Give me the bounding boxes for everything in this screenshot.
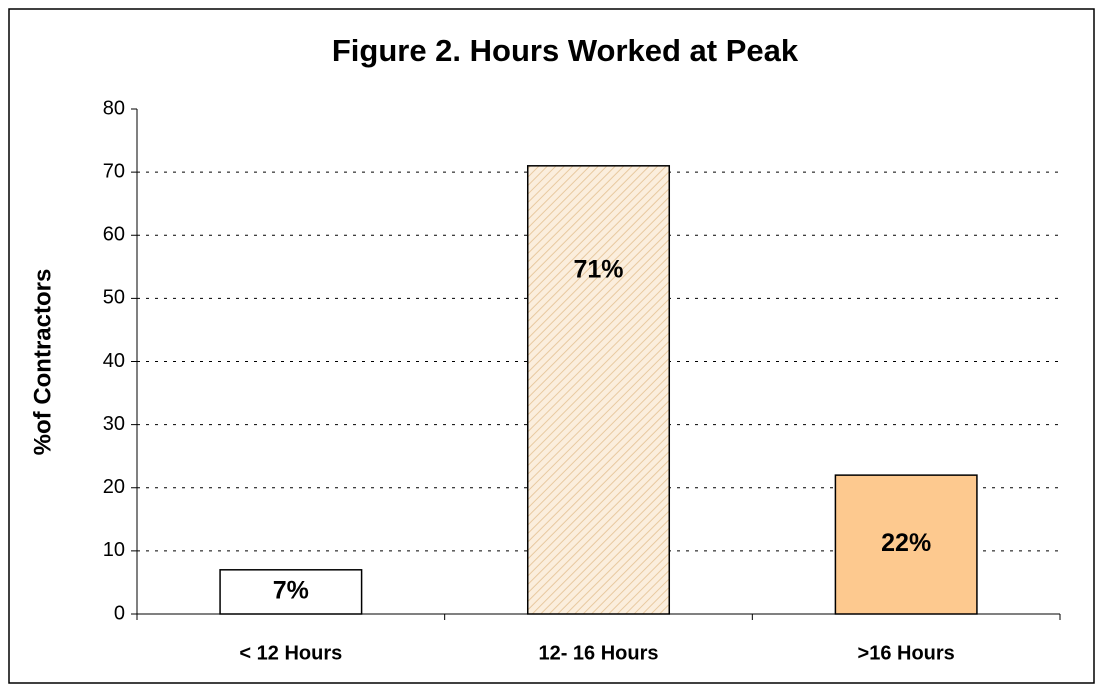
x-tick-label: 12- 16 Hours xyxy=(538,642,658,664)
y-tick-label: 20 xyxy=(103,476,125,498)
data-label: 7% xyxy=(273,577,309,605)
bar xyxy=(834,474,978,615)
y-tick-label: 70 xyxy=(103,160,125,182)
y-tick-label: 0 xyxy=(114,602,125,624)
y-axis-label: %of Contractors xyxy=(29,269,56,456)
y-tick-label: 50 xyxy=(103,287,125,309)
data-label: 71% xyxy=(573,255,623,283)
chart-title: Figure 2. Hours Worked at Peak xyxy=(332,33,799,68)
y-tick-label: 40 xyxy=(103,350,125,372)
data-label: 22% xyxy=(881,529,931,557)
x-tick-label: >16 Hours xyxy=(858,642,955,664)
bar xyxy=(219,569,363,615)
y-tick-label: 80 xyxy=(103,97,125,119)
y-tick-label: 10 xyxy=(103,539,125,561)
y-tick-label: 30 xyxy=(103,413,125,435)
bar xyxy=(526,165,671,615)
x-tick-label: < 12 Hours xyxy=(239,642,342,664)
y-tick-label: 60 xyxy=(103,224,125,246)
